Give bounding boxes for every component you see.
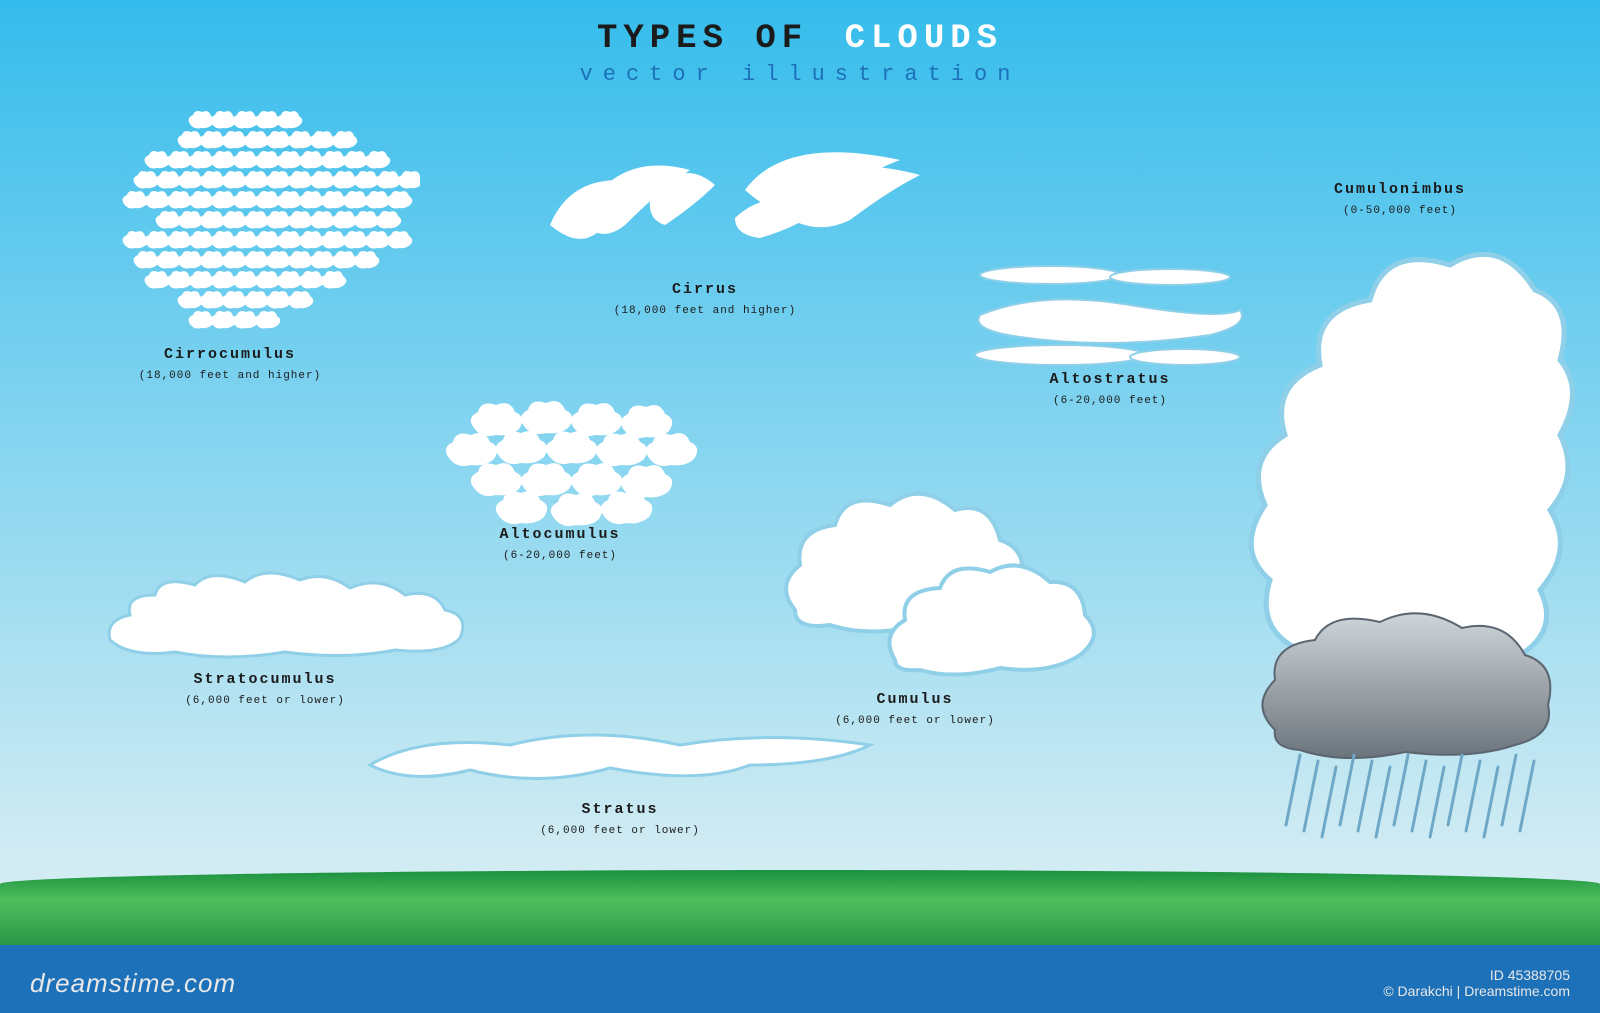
stratus-label: Stratus (6,000 feet or lower): [480, 800, 760, 839]
altostratus-cloud: [960, 255, 1260, 375]
altostratus-name: Altostratus: [1049, 371, 1170, 388]
cirrus-cloud: [520, 130, 940, 280]
title-main: TYPES OF CLOUDS: [0, 20, 1600, 58]
stratocumulus-name: Stratocumulus: [193, 671, 336, 688]
cirrus-label: Cirrus (18,000 feet and higher): [565, 280, 845, 319]
altocumulus-name: Altocumulus: [499, 526, 620, 543]
title-part1: TYPES OF: [597, 20, 808, 58]
cirrus-name: Cirrus: [672, 281, 738, 298]
watermark-author: © Darakchi | Dreamstime.com: [1383, 983, 1570, 999]
stratocumulus-cloud: [95, 560, 475, 670]
altostratus-label: Altostratus (6-20,000 feet): [970, 370, 1250, 409]
cirrocumulus-label: Cirrocumulus (18,000 feet and higher): [90, 345, 370, 384]
stratocumulus-alt: (6,000 feet or lower): [185, 695, 345, 707]
stratus-cloud: [360, 710, 890, 800]
title-part2: CLOUDS: [845, 20, 1003, 58]
cumulus-cloud: [770, 470, 1100, 690]
watermark-brand: dreamstime.com: [30, 968, 236, 999]
title-block: TYPES OF CLOUDS vector illustration: [0, 20, 1600, 87]
cirrocumulus-name: Cirrocumulus: [164, 346, 296, 363]
title-sub: vector illustration: [0, 62, 1600, 87]
stratus-alt: (6,000 feet or lower): [540, 825, 700, 837]
altocumulus-cloud: [430, 400, 710, 530]
watermark-id: ID 45388705: [1490, 967, 1570, 983]
cumulus-name: Cumulus: [876, 691, 953, 708]
altocumulus-label: Altocumulus (6-20,000 feet): [420, 525, 700, 564]
cumulonimbus-name: Cumulonimbus: [1334, 181, 1466, 198]
altostratus-alt: (6-20,000 feet): [1053, 395, 1167, 407]
cirrocumulus-alt: (18,000 feet and higher): [139, 370, 321, 382]
stratus-name: Stratus: [581, 801, 658, 818]
watermark-meta: ID 45388705 © Darakchi | Dreamstime.com: [1383, 967, 1570, 999]
cumulonimbus-label: Cumulonimbus (0-50,000 feet): [1260, 180, 1540, 219]
cirrus-alt: (18,000 feet and higher): [614, 305, 796, 317]
cumulonimbus-cloud: [1230, 210, 1580, 890]
stratocumulus-label: Stratocumulus (6,000 feet or lower): [125, 670, 405, 709]
altocumulus-alt: (6-20,000 feet): [503, 550, 617, 562]
cumulonimbus-alt: (0-50,000 feet): [1343, 205, 1457, 217]
cirrocumulus-cloud: [120, 108, 420, 338]
watermark-strip: dreamstime.com ID 45388705 © Darakchi | …: [0, 953, 1600, 1013]
infographic-canvas: TYPES OF CLOUDS vector illustration Cirr…: [0, 0, 1600, 1013]
